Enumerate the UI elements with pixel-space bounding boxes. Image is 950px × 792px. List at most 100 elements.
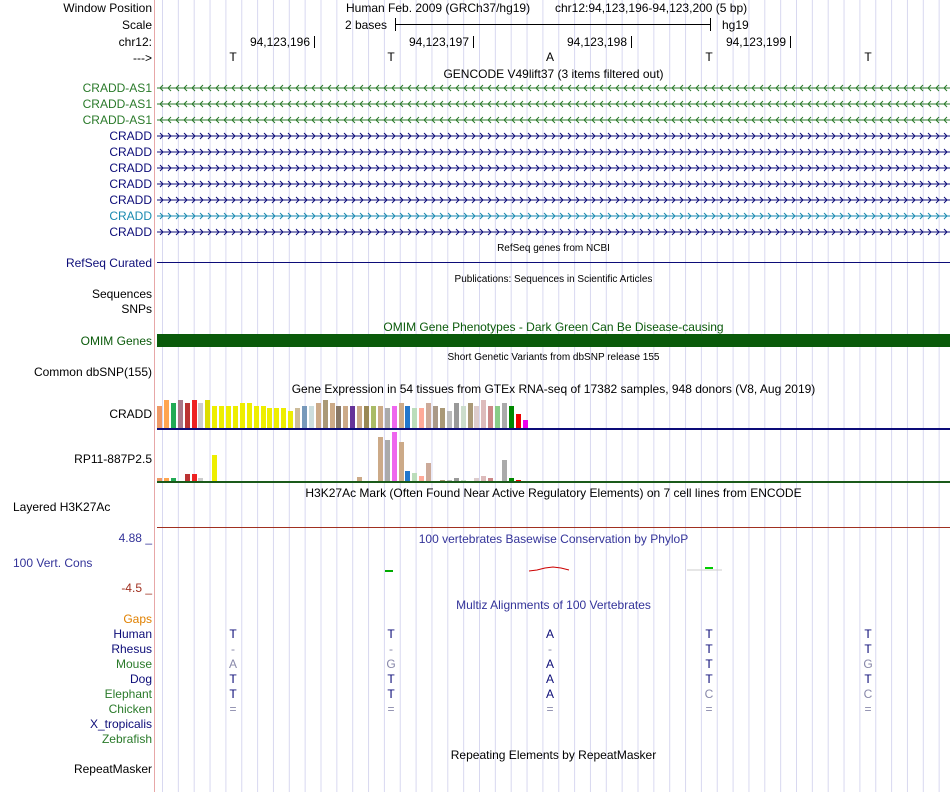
dbsnp-title[interactable]: Short Genetic Variants from dbSNP releas… <box>447 352 660 363</box>
gtex-tissue-bar[interactable] <box>481 400 487 428</box>
gencode-feature[interactable] <box>157 83 950 93</box>
gtex-tissue-bar[interactable] <box>329 403 335 428</box>
gtex-tissue-bar[interactable] <box>391 406 397 428</box>
gencode-feature[interactable] <box>157 147 950 157</box>
gencode-item-label[interactable]: CRADD <box>109 225 152 239</box>
gtex-tissue-bar[interactable] <box>481 476 487 481</box>
gtex-tissue-bar[interactable] <box>343 406 349 428</box>
gtex-tissue-bar[interactable] <box>198 478 204 481</box>
gencode-item-label[interactable]: CRADD <box>109 209 152 223</box>
gtex-tissue-bar[interactable] <box>246 403 252 428</box>
gtex-tissue-bar[interactable] <box>426 463 432 481</box>
gtex-tissue-bar[interactable] <box>474 478 480 481</box>
gtex-tissue-bar[interactable] <box>508 478 514 481</box>
repeatmasker-label[interactable]: RepeatMasker <box>73 762 152 776</box>
gtex-tissue-bar[interactable] <box>260 406 266 428</box>
gtex-tissue-bar[interactable] <box>163 478 169 481</box>
gtex-gene-label-rp11[interactable]: RP11-887P2.5 <box>74 452 152 466</box>
repeatmasker-title[interactable]: Repeating Elements by RepeatMasker <box>450 748 657 762</box>
gtex-tissue-bar[interactable] <box>515 414 521 428</box>
gtex-tissue-bar[interactable] <box>508 406 514 428</box>
gtex-tissue-bar[interactable] <box>281 408 287 428</box>
gtex-tissue-bar[interactable] <box>163 400 169 428</box>
species-label[interactable]: Mouse <box>115 657 152 671</box>
species-label[interactable]: Dog <box>129 672 152 686</box>
phylop-label[interactable]: 100 Vert. Cons <box>13 556 93 570</box>
gtex-tissue-bar[interactable] <box>191 474 197 481</box>
gtex-tissue-bar[interactable] <box>412 408 418 428</box>
gtex-tissue-bar[interactable] <box>336 406 342 428</box>
publications-sequences-label[interactable]: Sequences <box>91 287 152 301</box>
gencode-title[interactable]: GENCODE V49lift37 (3 items filtered out) <box>443 67 664 81</box>
gtex-tissue-bar[interactable] <box>370 406 376 428</box>
gtex-tissue-bar[interactable] <box>184 474 190 481</box>
gtex-tissue-bar[interactable] <box>446 411 452 428</box>
phylop-signal[interactable] <box>157 560 950 580</box>
species-label[interactable]: X_tropicalis <box>89 717 152 731</box>
gtex-tissue-bar[interactable] <box>170 478 176 481</box>
gtex-tissue-bar[interactable] <box>357 477 363 481</box>
gencode-feature[interactable] <box>157 163 950 173</box>
publications-title[interactable]: Publications: Sequences in Scientific Ar… <box>454 274 653 285</box>
gtex-tissue-bar[interactable] <box>364 406 369 428</box>
gtex-title[interactable]: Gene Expression in 54 tissues from GTEx … <box>291 382 816 396</box>
gtex-tissue-bar[interactable] <box>495 406 501 428</box>
gtex-tissue-bar[interactable] <box>405 471 411 481</box>
gencode-item-label[interactable]: CRADD-AS1 <box>82 113 152 127</box>
gencode-item-label[interactable]: CRADD <box>109 177 152 191</box>
gtex-tissue-bar[interactable] <box>212 406 218 428</box>
gencode-item-label[interactable]: CRADD <box>109 161 152 175</box>
species-label[interactable]: Human <box>113 627 152 641</box>
dbsnp-label[interactable]: Common dbSNP(155) <box>33 365 152 379</box>
gencode-feature[interactable] <box>157 179 950 189</box>
gtex-tissue-bar[interactable] <box>433 406 438 428</box>
gencode-feature[interactable] <box>157 227 950 237</box>
gtex-tissue-bar[interactable] <box>357 406 363 428</box>
gtex-tissue-bar[interactable] <box>391 432 397 481</box>
gencode-item-label[interactable]: CRADD <box>109 145 152 159</box>
gtex-tissue-bar[interactable] <box>219 406 225 428</box>
gtex-tissue-bar[interactable] <box>350 406 356 428</box>
gtex-tissue-bar[interactable] <box>474 406 480 428</box>
gtex-tissue-bar[interactable] <box>446 480 452 481</box>
gtex-tissue-bar[interactable] <box>398 403 404 428</box>
gtex-tissue-bar[interactable] <box>419 476 425 481</box>
gtex-tissue-bar[interactable] <box>467 403 473 428</box>
gtex-tissue-bar[interactable] <box>212 455 218 481</box>
gtex-tissue-bar[interactable] <box>426 403 432 428</box>
multiz-title[interactable]: Multiz Alignments of 100 Vertebrates <box>456 598 651 612</box>
gencode-item-label[interactable]: CRADD-AS1 <box>82 97 152 111</box>
gtex-tissue-bar[interactable] <box>170 403 176 428</box>
gtex-tissue-bar[interactable] <box>460 480 466 481</box>
gtex-tissue-bar[interactable] <box>301 406 307 428</box>
gtex-tissue-bar[interactable] <box>502 460 507 481</box>
gtex-tissue-bar[interactable] <box>308 406 314 428</box>
gtex-tissue-bar[interactable] <box>515 480 521 481</box>
species-label[interactable]: Zebrafish <box>101 732 152 746</box>
gtex-tissue-bar[interactable] <box>460 406 466 428</box>
gtex-tissue-bar[interactable] <box>198 403 204 428</box>
gtex-tissue-bar[interactable] <box>157 478 162 481</box>
gtex-tissue-bar[interactable] <box>384 440 390 481</box>
gtex-tissue-bar[interactable] <box>157 406 162 428</box>
gtex-tissue-bar[interactable] <box>253 406 259 428</box>
gencode-feature[interactable] <box>157 115 950 125</box>
gtex-tissue-bar[interactable] <box>267 408 273 428</box>
omim-feature[interactable] <box>157 334 950 347</box>
species-label[interactable]: Elephant <box>104 687 152 701</box>
omim-label[interactable]: OMIM Genes <box>80 334 152 348</box>
refseq-feature[interactable] <box>157 262 950 263</box>
gtex-tissue-bar[interactable] <box>405 406 411 428</box>
gtex-tissue-bar[interactable] <box>439 408 445 428</box>
gtex-tissue-bar[interactable] <box>398 442 404 481</box>
gtex-tissue-bar[interactable] <box>412 473 418 481</box>
gencode-feature[interactable] <box>157 211 950 221</box>
gencode-item-label[interactable]: CRADD <box>109 193 152 207</box>
phylop-title[interactable]: 100 vertebrates Basewise Conservation by… <box>418 532 689 546</box>
publications-snps-label[interactable]: SNPs <box>121 302 152 316</box>
gencode-feature[interactable] <box>157 99 950 109</box>
gtex-tissue-bar[interactable] <box>439 480 445 481</box>
gtex-gene-label-cradd[interactable]: CRADD <box>109 407 152 421</box>
gencode-item-label[interactable]: CRADD-AS1 <box>82 81 152 95</box>
gtex-tissue-bar[interactable] <box>315 403 321 428</box>
